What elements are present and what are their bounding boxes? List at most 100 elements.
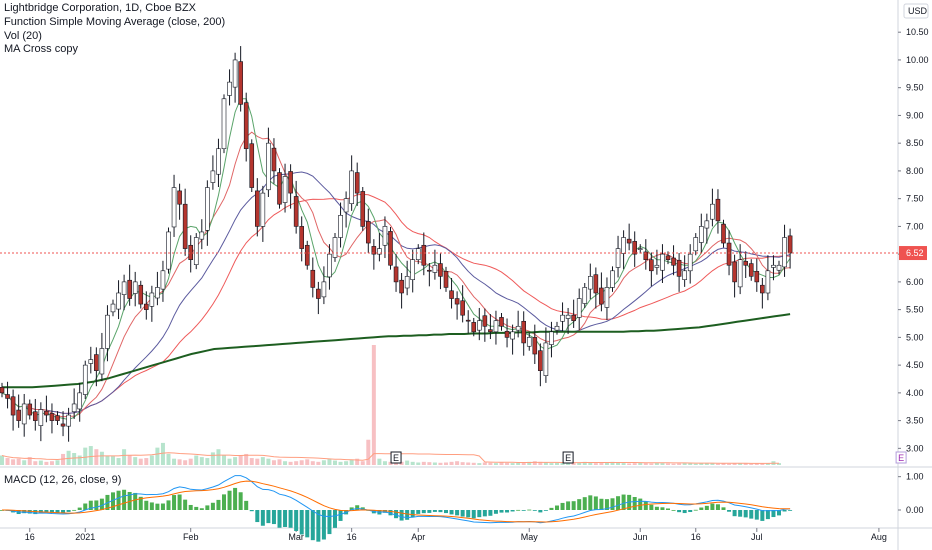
- macd-histogram-bar: [283, 510, 288, 527]
- volume-bar: [388, 461, 393, 465]
- macd-histogram-bar: [754, 510, 759, 520]
- volume-bar: [627, 463, 632, 465]
- volume-bar: [577, 462, 582, 465]
- candle-body: [271, 147, 277, 172]
- volume-bar: [777, 463, 781, 465]
- macd-histogram-bar: [244, 500, 249, 510]
- candle-body: [193, 237, 199, 265]
- volume-bar: [382, 461, 387, 465]
- y-tick-label: 7.00: [906, 221, 924, 231]
- volume-bar: [172, 458, 177, 465]
- y-tick-label: 9.00: [906, 110, 924, 120]
- candle-body: [671, 257, 676, 266]
- volume-bar: [604, 462, 609, 465]
- macd-histogram-bar: [743, 510, 748, 518]
- volume-bar: [305, 459, 310, 465]
- macd-histogram-bar: [427, 510, 432, 513]
- volume-bar: [194, 455, 199, 465]
- volume-bar: [527, 461, 532, 465]
- x-tick-label: Apr: [411, 532, 425, 542]
- volume-bar: [427, 462, 432, 465]
- macd-histogram-bar: [621, 494, 626, 510]
- volume-bar: [277, 459, 282, 465]
- candle-body: [554, 325, 560, 331]
- candle-body: [482, 315, 488, 327]
- volume-bar: [210, 452, 215, 465]
- macd-histogram-bar: [643, 501, 648, 510]
- volume-bar: [371, 345, 376, 465]
- candle-body: [704, 220, 710, 229]
- candle-body: [615, 248, 621, 268]
- candle-body: [432, 264, 438, 273]
- y-tick-label: 9.50: [906, 83, 924, 93]
- candle-body: [127, 279, 132, 299]
- candle-body: [188, 244, 193, 260]
- candle-body: [10, 396, 16, 416]
- macd-histogram-bar: [144, 500, 149, 510]
- macd-histogram-bar: [521, 510, 526, 511]
- macd-histogram-bar: [216, 499, 221, 510]
- candle-body: [27, 403, 33, 416]
- y-tick-label: 8.50: [906, 138, 924, 148]
- volume-bar: [0, 455, 4, 465]
- volume-bar: [699, 463, 704, 465]
- macd-histogram-bar: [505, 510, 510, 513]
- volume-bar: [327, 458, 332, 465]
- volume-bar: [516, 462, 521, 465]
- y-tick-label: 10.00: [906, 55, 929, 65]
- candle-body: [676, 259, 682, 277]
- volume-bar: [77, 455, 82, 465]
- macd-histogram-bar: [399, 510, 404, 521]
- candle-body: [732, 261, 737, 283]
- candle-body: [682, 270, 687, 280]
- macd-histogram-bar: [455, 510, 460, 516]
- volume-bar: [493, 463, 498, 465]
- candle-body: [765, 270, 771, 294]
- candle-body: [532, 337, 538, 355]
- volume-bar: [111, 456, 115, 465]
- macd-histogram-bar: [677, 510, 682, 513]
- macd-histogram-bar: [22, 510, 27, 514]
- candle-body: [621, 237, 626, 254]
- macd-histogram-bar: [666, 508, 670, 510]
- candle-body: [382, 226, 388, 246]
- legend-symbol: Lightbridge Corporation, 1D, Cboe BZX: [4, 2, 196, 14]
- volume-bar: [555, 462, 559, 465]
- volume-bar: [288, 461, 293, 465]
- candle-body: [327, 253, 332, 278]
- candle-body: [493, 320, 499, 333]
- volume-bar: [727, 463, 732, 465]
- macd-histogram-bar: [83, 503, 88, 510]
- macd-histogram-bar: [477, 510, 482, 518]
- macd-histogram-bar: [582, 497, 587, 510]
- volume-bar: [149, 455, 154, 465]
- volume-bar: [466, 462, 471, 465]
- x-tick-label: May: [521, 532, 539, 542]
- candle-body: [687, 253, 693, 272]
- volume-bar: [88, 446, 93, 465]
- macd-histogram-bar: [172, 495, 177, 510]
- macd-histogram-bar: [638, 498, 643, 510]
- candle-body: [21, 403, 27, 425]
- macd-histogram-bar: [394, 510, 399, 519]
- volume-bar: [360, 461, 365, 465]
- volume-bar: [405, 460, 410, 465]
- candle-body: [343, 198, 349, 213]
- volume-bar: [488, 462, 493, 465]
- macd-histogram-bar: [788, 510, 793, 511]
- macd-line: [1, 475, 791, 524]
- macd-histogram-bar: [555, 505, 559, 510]
- macd-histogram-bar: [271, 510, 276, 525]
- macd-histogram-bar: [255, 510, 260, 523]
- y-tick-label: 4.00: [906, 388, 924, 398]
- candle-body: [210, 170, 216, 183]
- earnings-marker-label: E: [393, 453, 399, 463]
- volume-bar: [127, 455, 132, 465]
- macd-histogram-bar: [55, 510, 60, 513]
- macd-histogram-bar: [44, 510, 49, 513]
- y-tick-label: 5.00: [906, 332, 924, 342]
- candle-body: [310, 269, 316, 288]
- macd-histogram-bar: [249, 510, 254, 512]
- volume-bar: [715, 463, 720, 465]
